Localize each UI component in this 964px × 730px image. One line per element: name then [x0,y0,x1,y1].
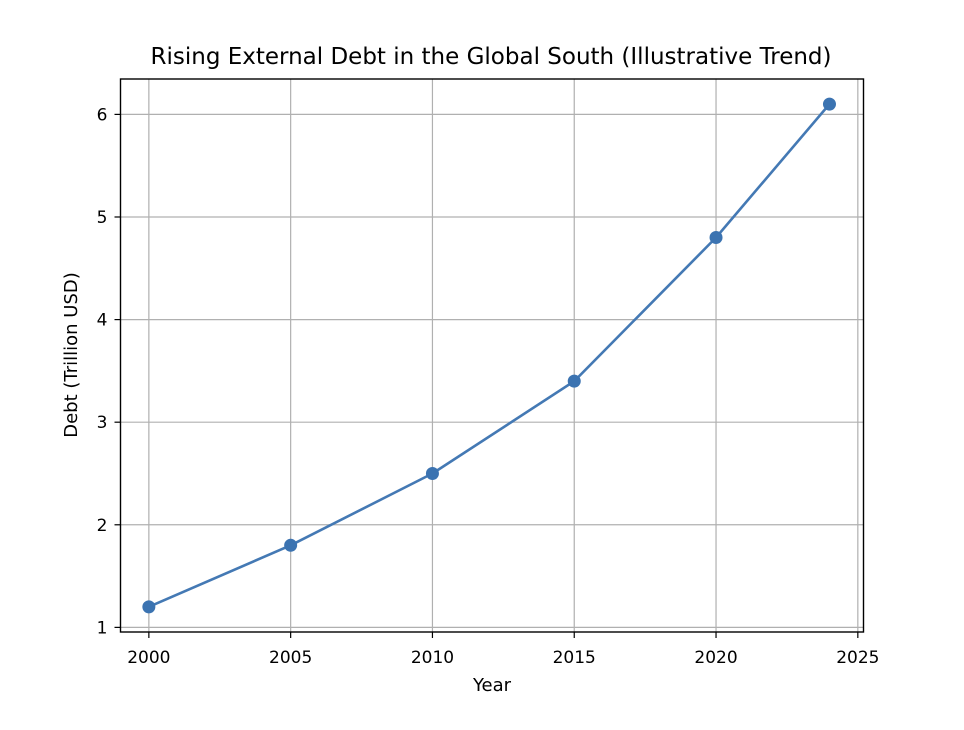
grid [120,79,864,632]
y-tick-label: 3 [97,413,108,433]
data-point-2020 [709,231,723,245]
x-tick-label: 2025 [836,648,879,668]
data-point-2000 [142,600,156,614]
x-tick-label: 2015 [553,648,596,668]
x-tick-label: 2020 [694,648,737,668]
data-markers [142,97,836,614]
y-tick-label: 6 [97,105,108,125]
data-point-2010 [425,466,439,480]
y-tick-label: 4 [97,311,108,331]
chart-title: Rising External Debt in the Global South… [151,44,832,70]
y-tick-label: 1 [97,618,108,638]
axis-ticks: 2000 2005 2010 2015 2020 2025 1 2 3 4 5 6 [97,105,880,668]
plot-frame [119,78,865,633]
x-tick-label: 2010 [411,648,454,668]
x-tick-label: 2005 [269,648,312,668]
data-point-2015 [567,374,581,388]
series-line [147,102,831,609]
data-point-2024 [822,97,836,111]
y-tick-label: 5 [97,208,108,228]
x-axis-label: Year [472,675,512,696]
y-tick-label: 2 [97,516,108,536]
x-tick-label: 2000 [127,648,170,668]
data-point-2005 [284,538,298,552]
y-axis-label: Debt (Trillion USD) [61,272,82,438]
